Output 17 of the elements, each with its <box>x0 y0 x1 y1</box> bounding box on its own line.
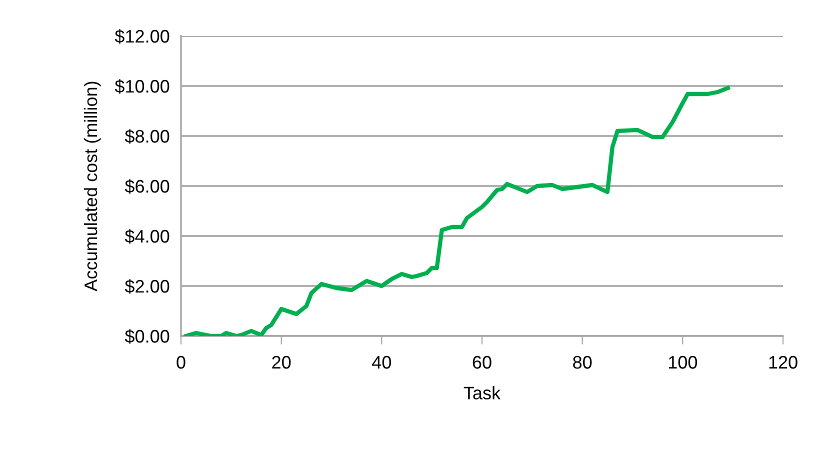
x-tick-label: 60 <box>472 356 492 369</box>
y-tick-label: $4.00 <box>124 229 170 244</box>
y-tick-label: $6.00 <box>124 179 170 194</box>
x-tick-label: 120 <box>769 356 798 369</box>
x-tick-label: 100 <box>668 356 698 369</box>
y-tick-label: $8.00 <box>124 129 170 144</box>
line-series <box>184 86 730 336</box>
x-axis-title: Task <box>464 386 501 400</box>
x-tick-label: 0 <box>176 356 186 369</box>
y-tick-label: $2.00 <box>124 279 170 294</box>
y-tick-label: $12.00 <box>114 29 170 44</box>
x-tick-label: 20 <box>272 356 291 369</box>
y-axis-title: Accumulated cost (million) <box>84 82 101 292</box>
x-tick-label: 80 <box>573 356 592 369</box>
y-tick-label: $10.00 <box>114 79 170 94</box>
y-tick-label: $0.00 <box>124 329 170 344</box>
x-tick-label: 40 <box>372 356 392 369</box>
